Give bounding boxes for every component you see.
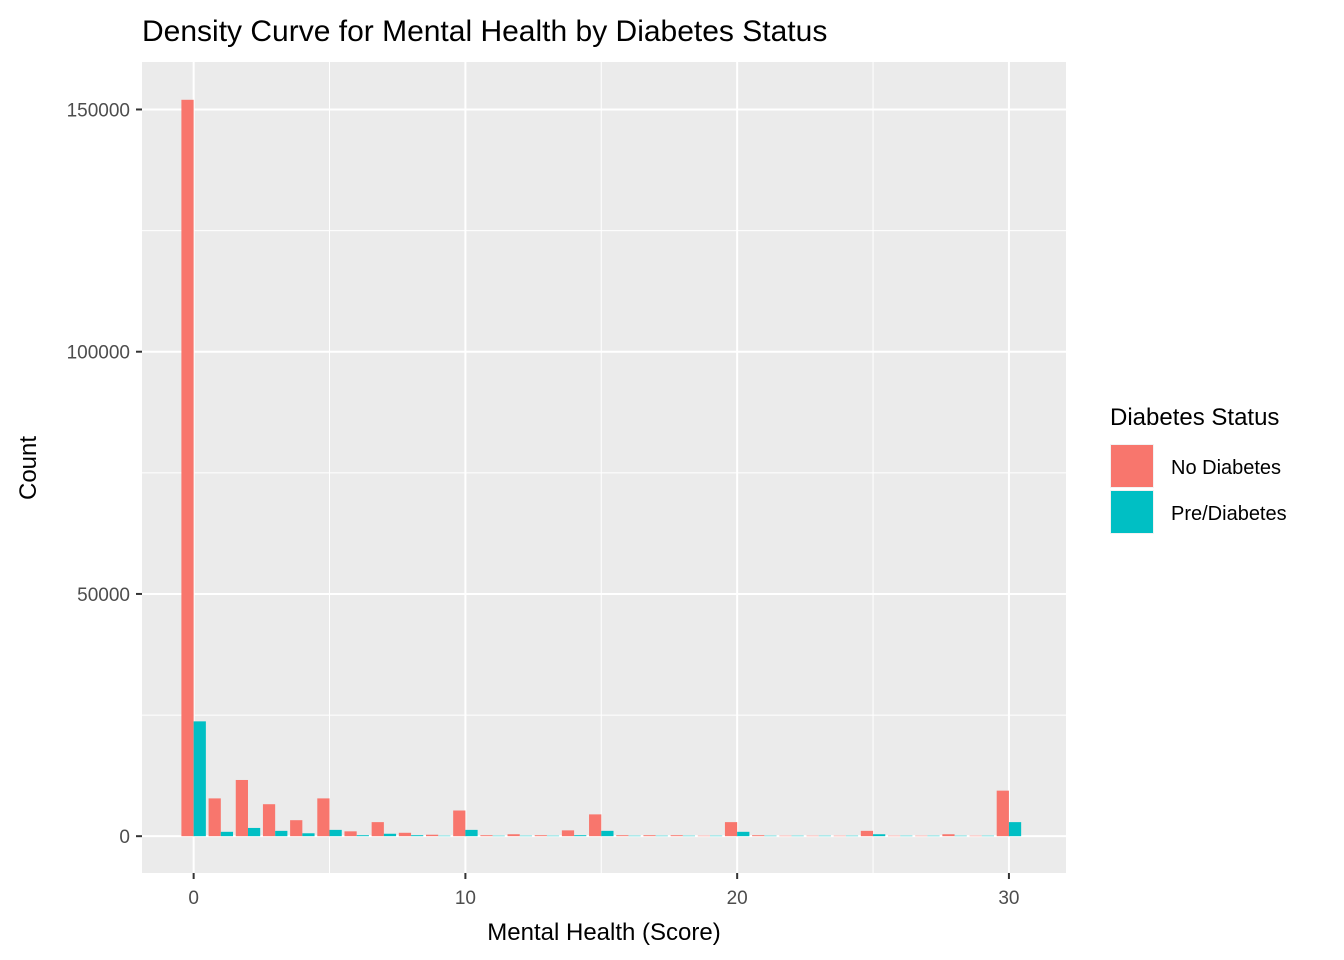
bar: [220, 831, 234, 837]
bars: [181, 99, 1022, 837]
grid-minor: [142, 62, 1066, 873]
bar: [574, 835, 587, 837]
bar: [724, 822, 738, 837]
x-tick-label: 30: [998, 888, 1019, 909]
bar: [480, 835, 493, 837]
legend-swatch: [1111, 491, 1153, 533]
bar: [616, 835, 629, 837]
legend-swatch: [1111, 445, 1153, 487]
y-tick-label: 150000: [67, 100, 130, 121]
y-axis-title: Count: [15, 436, 42, 500]
bar: [356, 835, 369, 837]
legend-title: Diabetes Status: [1110, 404, 1279, 431]
bar: [643, 835, 656, 837]
plot-panel: [142, 62, 1066, 873]
grid-major: [142, 62, 1066, 873]
bar: [425, 834, 439, 837]
bar: [329, 829, 342, 837]
bar: [302, 833, 315, 837]
bar: [371, 822, 384, 837]
y-tick-label: 0: [119, 827, 130, 848]
bar: [465, 829, 478, 837]
legend: Diabetes Status No Diabetes Pre/Diabetes: [1110, 404, 1287, 534]
bar: [317, 798, 330, 837]
bar: [507, 834, 520, 837]
bar: [601, 830, 614, 837]
bar: [247, 827, 261, 837]
bar: [1008, 822, 1022, 837]
bar: [737, 831, 750, 837]
bar: [411, 835, 424, 837]
bar: [534, 835, 547, 837]
bar: [290, 820, 303, 837]
x-tick-label: 0: [188, 888, 199, 909]
bar: [752, 835, 765, 837]
x-axis-title: Mental Health (Score): [487, 919, 720, 946]
chart-title: Density Curve for Mental Health by Diabe…: [142, 15, 827, 48]
x-tick-label: 10: [455, 888, 476, 909]
y-tick-label: 100000: [67, 343, 130, 364]
bar: [589, 814, 602, 837]
bar: [344, 831, 357, 837]
bar: [996, 790, 1009, 837]
bar: [670, 835, 683, 837]
bar: [561, 830, 575, 837]
bar: [383, 833, 397, 837]
legend-label: Pre/Diabetes: [1171, 503, 1287, 525]
bar: [860, 830, 874, 837]
y-axis-ticks: 0 50000 100000 150000: [67, 100, 142, 848]
bar: [942, 834, 955, 837]
legend-label: No Diabetes: [1171, 457, 1281, 479]
x-tick-label: 20: [727, 888, 748, 909]
bar: [235, 779, 248, 837]
bar: [398, 832, 412, 837]
bar: [453, 810, 466, 837]
y-tick-label: 50000: [77, 585, 130, 606]
bar: [873, 834, 886, 837]
bar: [262, 804, 276, 837]
x-axis-ticks: 0 10 20 30: [188, 873, 1019, 909]
bar: [181, 99, 194, 837]
bar: [208, 798, 221, 837]
bar: [193, 721, 206, 837]
bar: [275, 830, 288, 837]
